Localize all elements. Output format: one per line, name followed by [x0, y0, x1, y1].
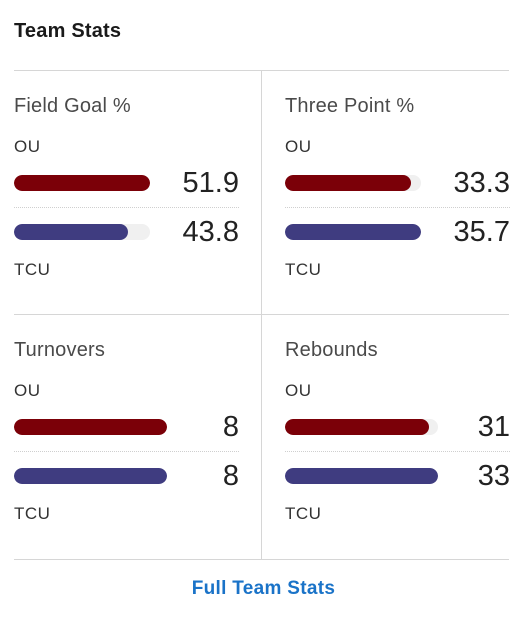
ou-bar-fill — [285, 419, 429, 435]
stat-card-rebounds: Rebounds OU 31 33 TCU — [285, 315, 510, 558]
ou-bar-row: 33.3 — [285, 163, 510, 203]
tcu-bar-track — [285, 468, 438, 484]
ou-bar-track — [285, 175, 421, 191]
team-label-ou: OU — [14, 381, 41, 400]
ou-value: 33.3 — [453, 167, 510, 199]
tcu-value: 8 — [222, 460, 239, 492]
ou-bar-track — [285, 419, 438, 435]
stat-card-three-point: Three Point % OU 33.3 35.7 TCU — [285, 71, 510, 314]
ou-value: 31 — [477, 411, 510, 443]
stat-title: Turnovers — [14, 339, 106, 361]
team-label-tcu: TCU — [285, 260, 322, 279]
row-separator — [285, 451, 510, 452]
full-team-stats-link[interactable]: Full Team Stats — [191, 578, 336, 599]
tcu-value: 43.8 — [182, 216, 239, 248]
team-label-ou: OU — [285, 381, 312, 400]
stat-card-turnovers: Turnovers OU 8 8 TCU — [14, 315, 239, 558]
tcu-bar-fill — [14, 224, 129, 240]
row-separator — [14, 451, 239, 452]
tcu-bar-track — [14, 224, 150, 240]
page-title: Team Stats — [14, 20, 122, 42]
tcu-value: 33 — [477, 460, 510, 492]
stat-card-field-goal: Field Goal % OU 51.9 43.8 TCU — [14, 71, 239, 314]
stat-title: Three Point % — [285, 95, 415, 117]
team-label-tcu: TCU — [14, 260, 51, 279]
stat-title: Rebounds — [285, 339, 378, 361]
team-label-tcu: TCU — [285, 504, 322, 523]
tcu-bar-fill — [285, 468, 438, 484]
tcu-bar-track — [285, 224, 421, 240]
ou-bar-fill — [14, 419, 167, 435]
team-label-ou: OU — [14, 137, 41, 156]
tcu-bar-track — [14, 468, 167, 484]
stat-title: Field Goal % — [14, 95, 131, 117]
tcu-bar-fill — [285, 224, 421, 240]
team-stats-grid: Field Goal % OU 51.9 43.8 TCU Three Poin… — [14, 70, 510, 560]
ou-bar-fill — [14, 175, 150, 191]
tcu-bar-row: 33 — [285, 456, 510, 496]
tcu-value: 35.7 — [453, 216, 510, 248]
ou-value: 8 — [222, 411, 239, 443]
ou-value: 51.9 — [182, 167, 239, 199]
tcu-bar-row: 8 — [14, 456, 239, 496]
team-label-ou: OU — [285, 137, 312, 156]
tcu-bar-row: 43.8 — [14, 212, 239, 252]
ou-bar-fill — [285, 175, 412, 191]
tcu-bar-row: 35.7 — [285, 212, 510, 252]
ou-bar-row: 51.9 — [14, 163, 239, 203]
team-label-tcu: TCU — [14, 504, 51, 523]
ou-bar-row: 31 — [285, 407, 510, 447]
horizontal-divider — [14, 314, 509, 315]
vertical-divider — [261, 71, 262, 559]
ou-bar-track — [14, 419, 167, 435]
row-separator — [14, 207, 239, 208]
row-separator — [285, 207, 510, 208]
ou-bar-track — [14, 175, 150, 191]
tcu-bar-fill — [14, 468, 167, 484]
ou-bar-row: 8 — [14, 407, 239, 447]
